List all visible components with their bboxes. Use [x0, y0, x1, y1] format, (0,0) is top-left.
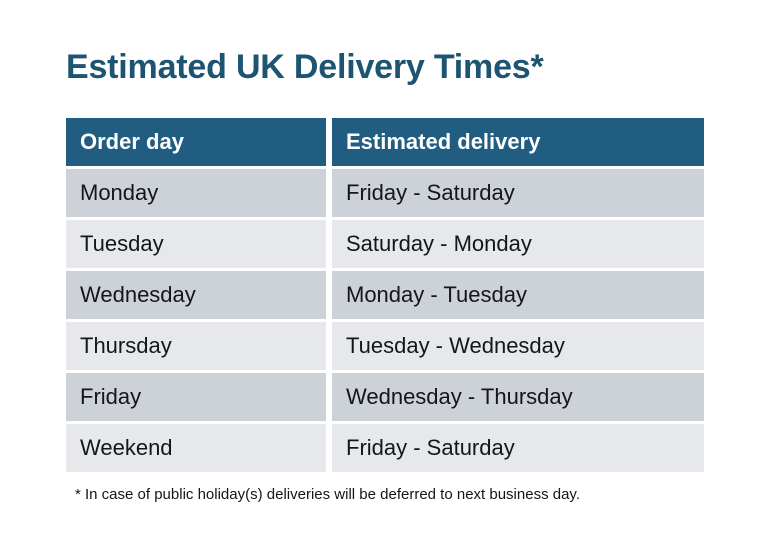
table-row: Thursday Tuesday - Wednesday [66, 322, 704, 370]
cell-estimated-delivery: Wednesday - Thursday [332, 373, 704, 421]
column-header-estimated-delivery: Estimated delivery [332, 118, 704, 166]
cell-estimated-delivery: Saturday - Monday [332, 220, 704, 268]
table-header-row: Order day Estimated delivery [66, 118, 704, 166]
footnote-text: * In case of public holiday(s) deliverie… [75, 486, 580, 503]
cell-estimated-delivery: Monday - Tuesday [332, 271, 704, 319]
table-row: Friday Wednesday - Thursday [66, 373, 704, 421]
cell-order-day: Wednesday [66, 271, 326, 319]
cell-order-day: Thursday [66, 322, 326, 370]
page-title: Estimated UK Delivery Times* [66, 48, 544, 86]
cell-estimated-delivery: Friday - Saturday [332, 169, 704, 217]
delivery-times-table: Order day Estimated delivery Monday Frid… [66, 118, 704, 472]
cell-order-day: Weekend [66, 424, 326, 472]
cell-estimated-delivery: Tuesday - Wednesday [332, 322, 704, 370]
cell-order-day: Friday [66, 373, 326, 421]
table-row: Weekend Friday - Saturday [66, 424, 704, 472]
cell-order-day: Tuesday [66, 220, 326, 268]
table-row: Wednesday Monday - Tuesday [66, 271, 704, 319]
cell-estimated-delivery: Friday - Saturday [332, 424, 704, 472]
table-row: Monday Friday - Saturday [66, 169, 704, 217]
table-row: Tuesday Saturday - Monday [66, 220, 704, 268]
column-header-order-day: Order day [66, 118, 326, 166]
cell-order-day: Monday [66, 169, 326, 217]
